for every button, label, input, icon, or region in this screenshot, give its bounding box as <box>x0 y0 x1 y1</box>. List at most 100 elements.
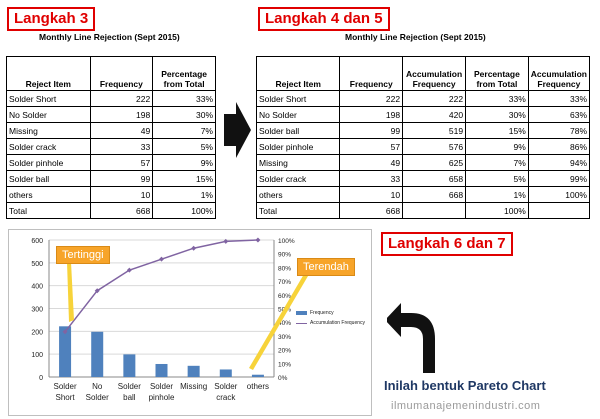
table-cell: 94% <box>527 154 591 171</box>
curved-arrow-icon <box>387 303 435 373</box>
table-cell: 222 <box>89 90 154 107</box>
table-cell: 5% <box>152 138 216 155</box>
legend-line-label: Accumulation Frequency <box>310 320 366 326</box>
step45-table-title: Monthly Line Rejection (Sept 2015) <box>345 32 486 42</box>
table-cell: Solder Short <box>255 90 341 107</box>
table-cell: 49 <box>339 154 404 171</box>
legend-bar-swatch <box>296 311 307 315</box>
table-cell: 222 <box>339 90 404 107</box>
table-cell: 625 <box>402 154 467 171</box>
table-cell: 99 <box>339 122 404 139</box>
column-header: Accumulation Frequency <box>402 56 467 91</box>
line-point <box>191 245 197 251</box>
pareto-chart: 01002003004005006000%10%20%30%40%50%60%7… <box>8 229 372 416</box>
column-header: Reject Item <box>6 56 91 91</box>
y2-tick-label: 60% <box>278 293 291 300</box>
table-cell: 10 <box>339 186 404 203</box>
table-cell: Total <box>255 202 341 219</box>
table-cell: 99 <box>89 170 154 187</box>
y2-tick-label: 20% <box>278 348 291 355</box>
table-cell: 7% <box>465 154 529 171</box>
table-cell: 78% <box>527 122 591 139</box>
table-cell: 222 <box>402 90 467 107</box>
table-row: Solder pinhole 57 576 9% 86% <box>255 138 591 155</box>
table-cell: Solder pinhole <box>6 154 91 171</box>
step67-label: Langkah 6 dan 7 <box>381 232 513 256</box>
table-cell: 57 <box>339 138 404 155</box>
x-tick-label: pinhole <box>149 393 175 402</box>
table-cell: others <box>6 186 91 203</box>
y-tick-label: 0 <box>39 375 43 382</box>
x-tick-label: Short <box>56 393 76 402</box>
right-arrow-icon <box>224 102 251 158</box>
table-cell: 15% <box>465 122 529 139</box>
table-row: No Solder 198 420 30% 63% <box>255 106 591 123</box>
legend-line-swatch <box>296 322 307 324</box>
x-tick-label: others <box>247 382 269 391</box>
table-cell: 63% <box>527 106 591 123</box>
step3-table: Reject Item Frequency Percentage from Tota… <box>6 56 216 219</box>
table-cell: Solder crack <box>6 138 91 155</box>
bar <box>187 365 200 377</box>
y-tick-label: 400 <box>31 284 43 291</box>
table-cell: 100% <box>152 202 216 219</box>
table-cell: 7% <box>152 122 216 139</box>
table-cell: 198 <box>89 106 154 123</box>
website-watermark: ilmumanajemenindustri.com <box>391 400 541 412</box>
table-cell: Missing <box>6 122 91 139</box>
y-tick-label: 600 <box>31 238 43 245</box>
table-row: Solder pinhole 57 9% <box>6 154 216 171</box>
callout-pointer-high <box>67 262 74 322</box>
table-cell: 33% <box>465 90 529 107</box>
table-cell: Total <box>6 202 91 219</box>
table-row: Solder crack 33 658 5% 99% <box>255 170 591 187</box>
table-cell: 668 <box>402 186 467 203</box>
table-cell: 420 <box>402 106 467 123</box>
table-cell: 100% <box>527 186 591 203</box>
table-cell: 668 <box>339 202 404 219</box>
table-row: others 10 668 1% 100% <box>255 186 591 203</box>
x-tick-label: Solder <box>86 393 109 402</box>
table-cell: 9% <box>465 138 529 155</box>
y2-tick-label: 90% <box>278 252 291 259</box>
table-row: Solder ball 99 15% <box>6 170 216 187</box>
table-cell: 99% <box>527 170 591 187</box>
column-header: Percentage from Total <box>152 56 216 91</box>
table-cell: 57 <box>89 154 154 171</box>
y-tick-label: 200 <box>31 329 43 336</box>
y2-tick-label: 30% <box>278 334 291 341</box>
table-cell: Solder ball <box>255 122 341 139</box>
column-header: Reject Item <box>255 56 341 91</box>
line-point <box>159 256 164 262</box>
table-cell: 33 <box>89 138 154 155</box>
table-cell: Solder pinhole <box>255 138 341 155</box>
table-cell: 49 <box>89 122 154 139</box>
table-row: Solder Short 222 222 33% 33% <box>255 90 591 107</box>
table-row: Missing 49 7% <box>6 122 216 139</box>
table-row: No Solder 198 30% <box>6 106 216 123</box>
table-row: Solder Short 222 33% <box>6 90 216 107</box>
line-point <box>94 288 100 294</box>
chart-legend: Frequency Accumulation Frequency <box>296 308 365 328</box>
step45-label: Langkah 4 dan 5 <box>258 7 390 31</box>
y2-tick-label: 100% <box>278 238 295 245</box>
x-tick-label: Solder <box>54 382 77 391</box>
column-header: Percentage from Total <box>465 56 529 91</box>
table-cell: 15% <box>152 170 216 187</box>
table-cell: 519 <box>402 122 467 139</box>
bar <box>155 363 168 377</box>
x-tick-label: crack <box>216 393 236 402</box>
y-tick-label: 500 <box>31 261 43 268</box>
table-cell: No Solder <box>6 106 91 123</box>
column-header: Frequency <box>339 56 404 91</box>
table-cell: 30% <box>465 106 529 123</box>
table-cell <box>402 202 467 219</box>
table-cell: 33% <box>527 90 591 107</box>
y2-tick-label: 70% <box>278 279 291 286</box>
bar <box>219 369 232 377</box>
legend-bar-label: Frequency <box>310 310 334 316</box>
table-cell: 198 <box>339 106 404 123</box>
table-cell: Missing <box>255 154 341 171</box>
pareto-chart-svg: 01002003004005006000%10%20%30%40%50%60%7… <box>31 237 308 402</box>
line-point <box>126 267 132 273</box>
